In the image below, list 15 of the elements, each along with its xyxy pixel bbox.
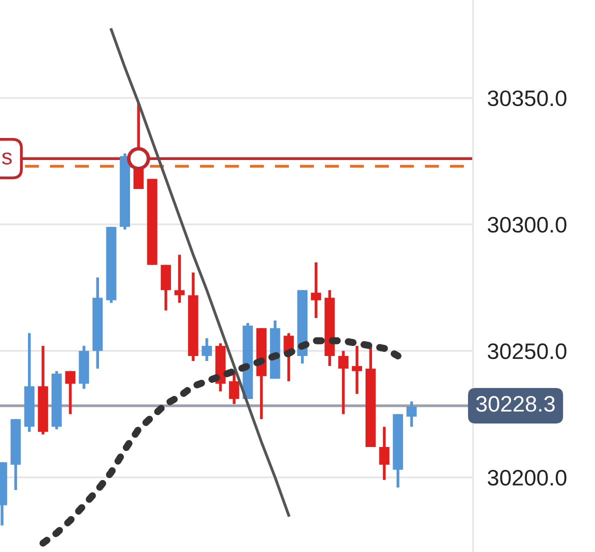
candlestick [202,336,212,362]
y-tick-label: 30300.0 [488,216,566,233]
candlestick [338,349,348,416]
y-tick-label: 30250.0 [488,343,566,360]
y-tick-label: 30350.0 [488,90,566,106]
candlestick [310,260,322,320]
candlestick [65,370,76,416]
y-tick-label: 30200.0 [488,470,566,486]
ref-line-label: 30228.3 [476,396,555,412]
ref-line-label: s [2,152,12,165]
line-series [110,28,290,517]
candlestick [379,425,390,482]
candlestick [174,253,185,304]
candlestick [406,400,417,428]
candlestick [352,344,362,396]
